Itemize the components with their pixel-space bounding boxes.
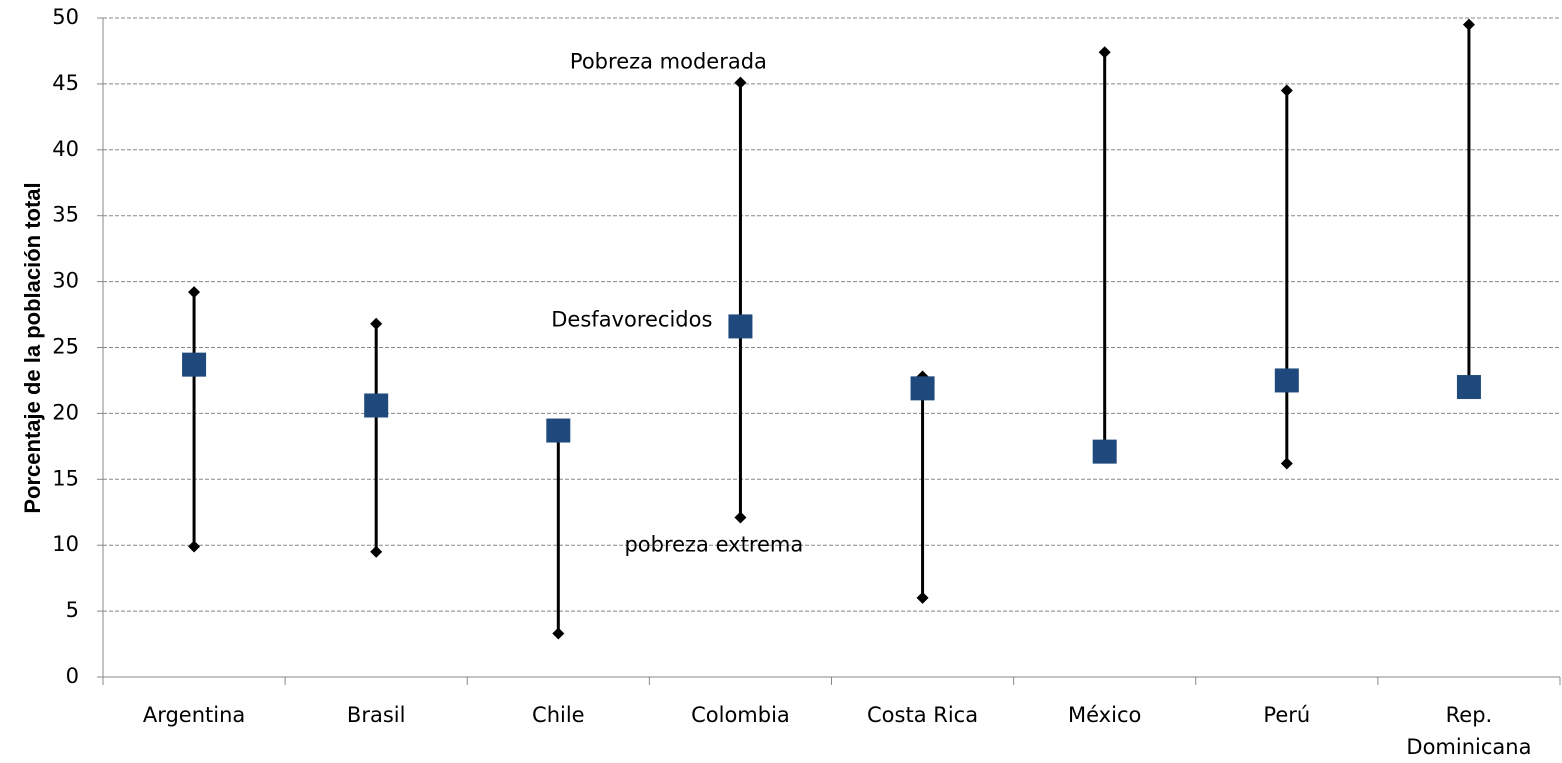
y-tick-label: 0 — [66, 664, 79, 688]
diamond-marker — [370, 317, 383, 330]
y-tick-label: 40 — [52, 137, 79, 161]
y-tick-label: 25 — [52, 335, 79, 359]
diamond-marker — [1462, 18, 1475, 31]
diamond-marker — [1280, 84, 1293, 97]
y-tick-label: 15 — [52, 466, 79, 490]
diamond-marker — [916, 591, 929, 604]
y-tick-label: 20 — [52, 400, 79, 424]
x-tick-label: Colombia — [691, 703, 790, 727]
x-tick-label: Rep. Dominicana — [1406, 703, 1532, 759]
square-marker — [1456, 375, 1481, 400]
diamond-marker — [734, 76, 747, 89]
diamond-marker — [188, 286, 201, 299]
y-tick-label: 5 — [66, 598, 79, 622]
annotation: Pobreza moderada — [570, 50, 767, 74]
diamond-marker — [552, 627, 565, 640]
diamond-marker — [1280, 457, 1293, 470]
square-marker — [546, 418, 571, 443]
x-tick-label: Perú — [1263, 703, 1311, 727]
x-tick-label: Brasil — [346, 703, 406, 727]
x-tick-label: Chile — [532, 703, 585, 727]
y-tick-label: 30 — [52, 269, 79, 293]
square-marker — [1274, 368, 1299, 393]
square-marker — [182, 352, 207, 377]
y-tick-label: 45 — [52, 71, 79, 95]
square-marker — [910, 376, 935, 401]
y-tick-label: 35 — [52, 203, 79, 227]
diamond-marker — [734, 511, 747, 524]
x-tick-label: Argentina — [142, 703, 246, 727]
square-marker — [1092, 439, 1117, 464]
diamond-marker — [188, 540, 201, 553]
annotation: Desfavorecidos — [551, 307, 712, 331]
y-tick-label: 10 — [52, 532, 79, 556]
y-axis-label: Porcentaje de la población total — [20, 182, 45, 513]
diamond-marker — [370, 545, 383, 558]
x-tick-label: Costa Rica — [867, 703, 979, 727]
diamond-marker — [1098, 46, 1111, 59]
y-tick-label: 50 — [52, 5, 79, 29]
square-marker — [728, 314, 753, 339]
square-marker — [364, 393, 389, 418]
annotation: pobreza extrema — [624, 533, 803, 557]
x-tick-label: México — [1068, 703, 1142, 727]
